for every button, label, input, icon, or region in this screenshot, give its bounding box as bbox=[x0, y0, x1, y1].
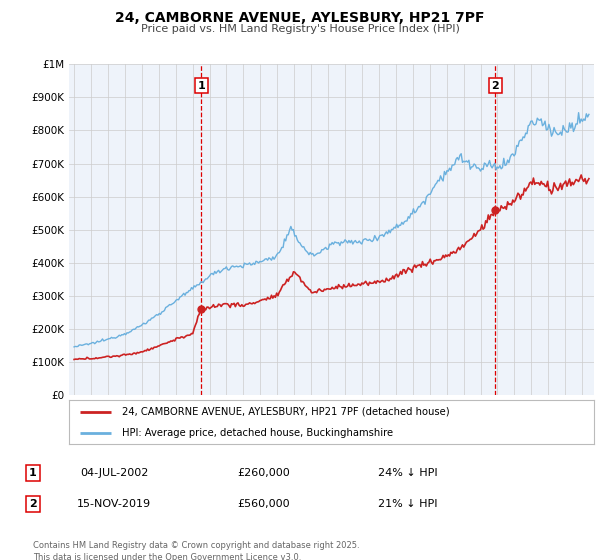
Text: 1: 1 bbox=[29, 468, 37, 478]
Text: 24, CAMBORNE AVENUE, AYLESBURY, HP21 7PF (detached house): 24, CAMBORNE AVENUE, AYLESBURY, HP21 7PF… bbox=[121, 407, 449, 417]
Text: Contains HM Land Registry data © Crown copyright and database right 2025.
This d: Contains HM Land Registry data © Crown c… bbox=[33, 541, 359, 560]
Text: 24% ↓ HPI: 24% ↓ HPI bbox=[378, 468, 438, 478]
Text: 15-NOV-2019: 15-NOV-2019 bbox=[77, 499, 151, 509]
Text: Price paid vs. HM Land Registry's House Price Index (HPI): Price paid vs. HM Land Registry's House … bbox=[140, 24, 460, 34]
Text: £260,000: £260,000 bbox=[238, 468, 290, 478]
Text: 1: 1 bbox=[197, 81, 205, 91]
Text: 2: 2 bbox=[29, 499, 37, 509]
Text: 04-JUL-2002: 04-JUL-2002 bbox=[80, 468, 148, 478]
Text: HPI: Average price, detached house, Buckinghamshire: HPI: Average price, detached house, Buck… bbox=[121, 428, 392, 438]
Text: £560,000: £560,000 bbox=[238, 499, 290, 509]
Text: 24, CAMBORNE AVENUE, AYLESBURY, HP21 7PF: 24, CAMBORNE AVENUE, AYLESBURY, HP21 7PF bbox=[115, 11, 485, 25]
Text: 21% ↓ HPI: 21% ↓ HPI bbox=[378, 499, 438, 509]
Text: 2: 2 bbox=[491, 81, 499, 91]
